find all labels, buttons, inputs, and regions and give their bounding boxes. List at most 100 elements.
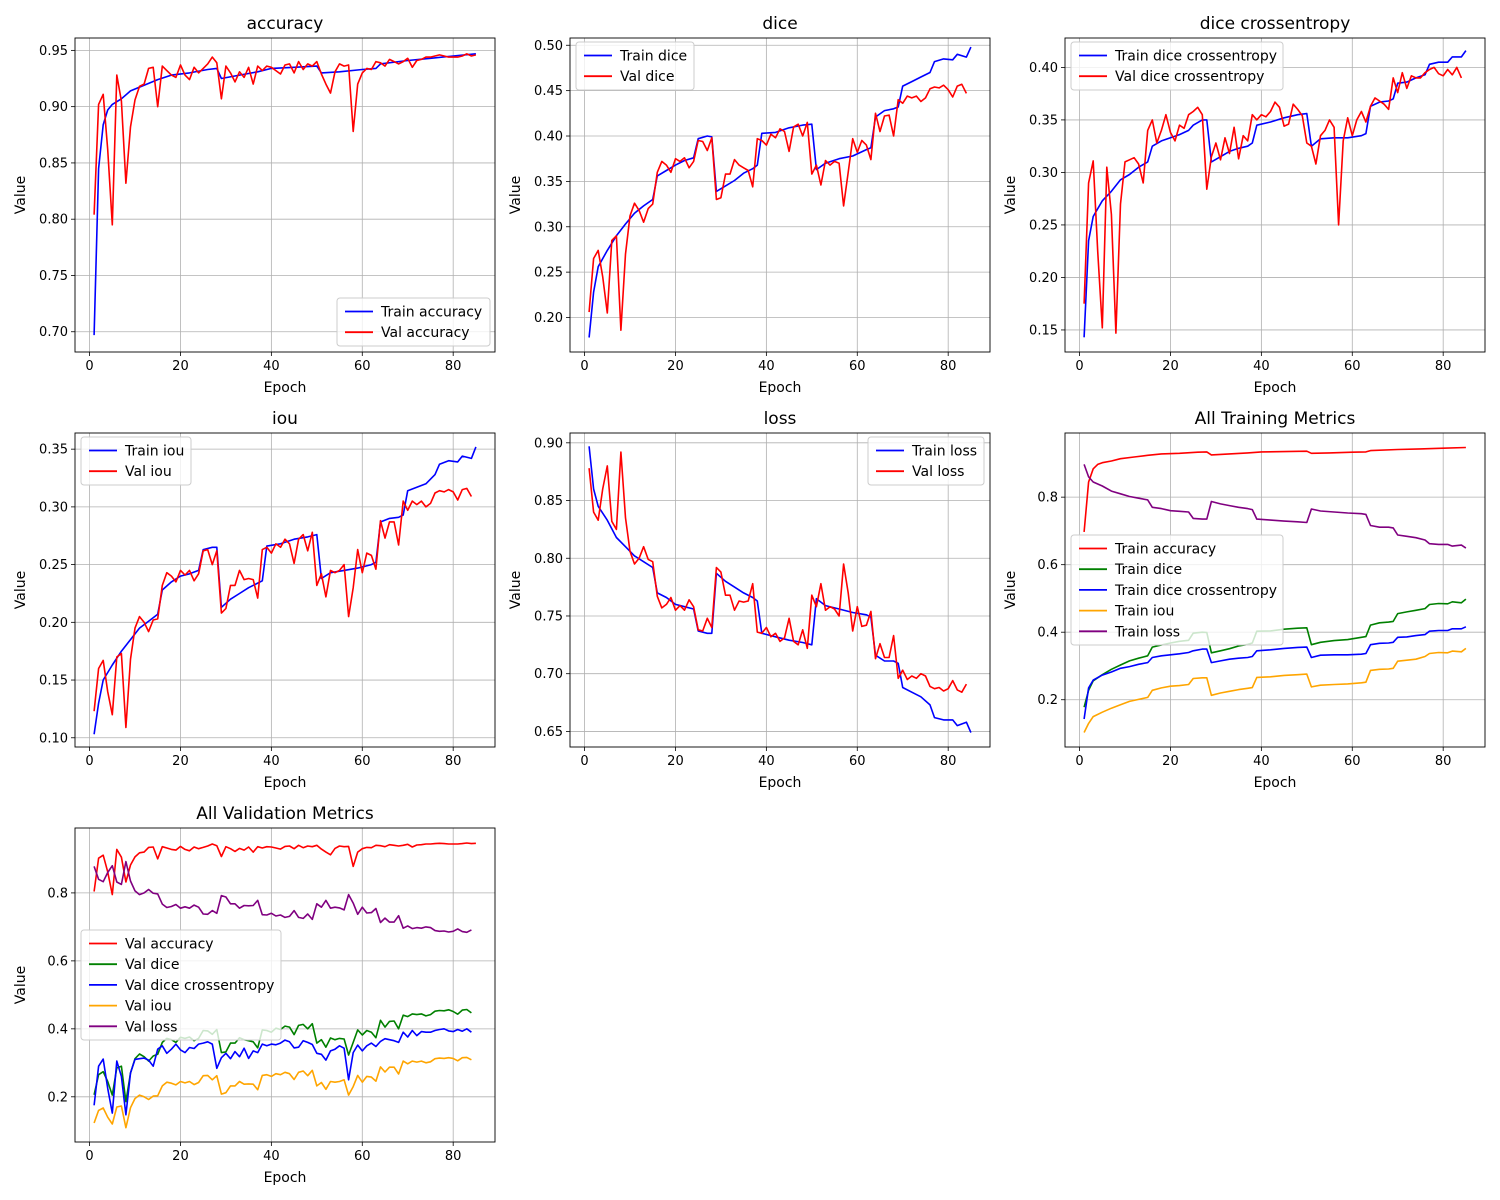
y-tick-label: 0.30	[39, 500, 68, 515]
x-tick-label: 80	[445, 754, 462, 769]
y-tick-label: 0.30	[534, 220, 563, 235]
series-line-train-loss	[1083, 464, 1467, 549]
x-tick-label: 40	[758, 754, 775, 769]
x-tick-label: 60	[1344, 754, 1361, 769]
series-line-train-dice-crossentropy	[1083, 50, 1467, 338]
x-tick-label: 0	[85, 754, 93, 769]
legend-label: Train dice crossentropy	[1114, 49, 1277, 65]
y-tick-label: 0.35	[534, 175, 563, 190]
x-tick-label: 80	[1435, 359, 1452, 374]
chart-panel-dice: 0 20 40 60 80 0.20 0.25 0.30 0.35 0.40 0.45 0.50 dic…	[508, 14, 991, 396]
x-axis-label: Epoch	[759, 775, 802, 791]
y-tick-label: 0.20	[39, 616, 68, 631]
series-line-train-iou	[1083, 647, 1467, 733]
x-axis-label: Epoch	[759, 380, 802, 396]
legend-label: Val iou	[125, 999, 172, 1015]
y-tick-label: 0.75	[534, 609, 563, 624]
y-tick-label: 0.4	[1037, 626, 1058, 641]
x-tick-label: 60	[849, 359, 866, 374]
y-tick-label: 0.85	[534, 494, 563, 509]
x-tick-label: 60	[849, 754, 866, 769]
chart-panel-all-validation-metrics: 0 20 40 60 80 0.2 0.4 0.6 0.8 All Validation Metr…	[13, 804, 496, 1186]
legend-label: Val dice crossentropy	[125, 978, 274, 994]
series-line-val-iou	[93, 1056, 472, 1129]
chart-title: dice crossentropy	[1200, 14, 1351, 34]
x-axis-label: Epoch	[1254, 380, 1297, 396]
y-axis-label: Value	[1003, 176, 1019, 214]
y-tick-label: 0.80	[534, 552, 563, 567]
y-tick-label: 0.2	[47, 1090, 68, 1105]
legend-label: Train dice	[1114, 562, 1182, 578]
chart-title: dice	[762, 14, 797, 34]
series-line-train-accuracy	[93, 53, 476, 336]
x-tick-label: 80	[940, 754, 957, 769]
chart-title: iou	[272, 409, 298, 429]
x-tick-label: 80	[445, 359, 462, 374]
x-tick-label: 20	[667, 754, 684, 769]
x-axis-label: Epoch	[264, 775, 307, 791]
plot-frame	[1064, 432, 1486, 748]
x-tick-label: 0	[580, 754, 588, 769]
series-line-train-iou	[93, 446, 477, 735]
y-tick-label: 0.4	[47, 1022, 68, 1037]
legend-label: Val dice crossentropy	[1115, 69, 1264, 85]
x-tick-label: 20	[667, 359, 684, 374]
chart-title: All Validation Metrics	[196, 804, 374, 824]
y-tick-label: 0.80	[39, 213, 68, 228]
y-tick-label: 0.6	[47, 954, 68, 969]
legend: Train accuracy Train dice Train dice cross…	[1070, 534, 1284, 646]
y-axis-label: Value	[508, 176, 524, 214]
legend: Train dice Val dice	[575, 41, 695, 91]
x-tick-label: 20	[172, 359, 189, 374]
plot-frame	[74, 432, 496, 748]
series-line-train-dice-crossentropy	[1083, 626, 1467, 720]
chart-panel-accuracy: 0 20 40 60 80 0.70 0.75 0.80 0.85 0.90 0.95 accurac…	[13, 14, 496, 396]
chart-panel-loss: 0 20 40 60 80 0.65 0.70 0.75 0.80 0.85 0.90 loss Epo…	[508, 409, 991, 791]
chart-panel-dice-crossentropy: 0 20 40 60 80 0.15 0.20 0.25 0.30 0.35 0.40 dice cr…	[1003, 14, 1486, 396]
series-line-train-dice	[588, 46, 972, 338]
y-axis-label: Value	[508, 571, 524, 609]
y-tick-label: 0.25	[1029, 218, 1058, 233]
x-tick-label: 20	[1162, 754, 1179, 769]
x-tick-label: 0	[580, 359, 588, 374]
legend-box	[336, 297, 491, 347]
plot-frame	[1064, 37, 1486, 353]
plot-frame	[74, 827, 496, 1143]
series-line-train-loss	[588, 446, 972, 733]
y-tick-label: 0.90	[534, 436, 563, 451]
y-tick-label: 0.45	[534, 84, 563, 99]
y-tick-label: 0.30	[1029, 166, 1058, 181]
y-axis-label: Value	[13, 571, 29, 609]
legend-label: Val dice	[125, 957, 180, 973]
y-tick-label: 0.8	[47, 886, 68, 901]
y-tick-label: 0.10	[39, 731, 68, 746]
y-tick-label: 0.20	[534, 311, 563, 326]
legend-label: Val loss	[125, 1019, 177, 1035]
series-line-train-accuracy	[1083, 446, 1466, 532]
y-tick-label: 0.15	[39, 674, 68, 689]
y-axis-label: Value	[13, 176, 29, 214]
x-tick-label: 80	[1435, 754, 1452, 769]
x-tick-label: 20	[172, 1149, 189, 1164]
legend-label: Train loss	[911, 444, 977, 460]
legend: Val accuracy Val dice Val dice crossentrop…	[80, 929, 282, 1041]
y-tick-label: 0.35	[1029, 113, 1058, 128]
x-axis-label: Epoch	[1254, 775, 1297, 791]
x-axis-label: Epoch	[264, 380, 307, 396]
y-tick-label: 0.15	[1029, 323, 1058, 338]
legend-label: Val dice	[620, 69, 675, 85]
series-line-val-loss	[93, 860, 472, 934]
series-line-val-dice-crossentropy	[93, 1028, 472, 1116]
x-tick-label: 40	[1253, 754, 1270, 769]
legend-box	[575, 41, 695, 91]
x-tick-label: 60	[354, 1149, 371, 1164]
x-tick-label: 40	[263, 359, 280, 374]
x-tick-label: 40	[263, 754, 280, 769]
y-tick-label: 0.2	[1037, 693, 1058, 708]
legend-label: Train dice	[619, 49, 687, 65]
legend-label: Val accuracy	[125, 937, 214, 953]
y-tick-label: 0.50	[534, 39, 563, 54]
legend: Train loss Val loss	[867, 436, 985, 486]
y-tick-label: 0.65	[534, 725, 563, 740]
